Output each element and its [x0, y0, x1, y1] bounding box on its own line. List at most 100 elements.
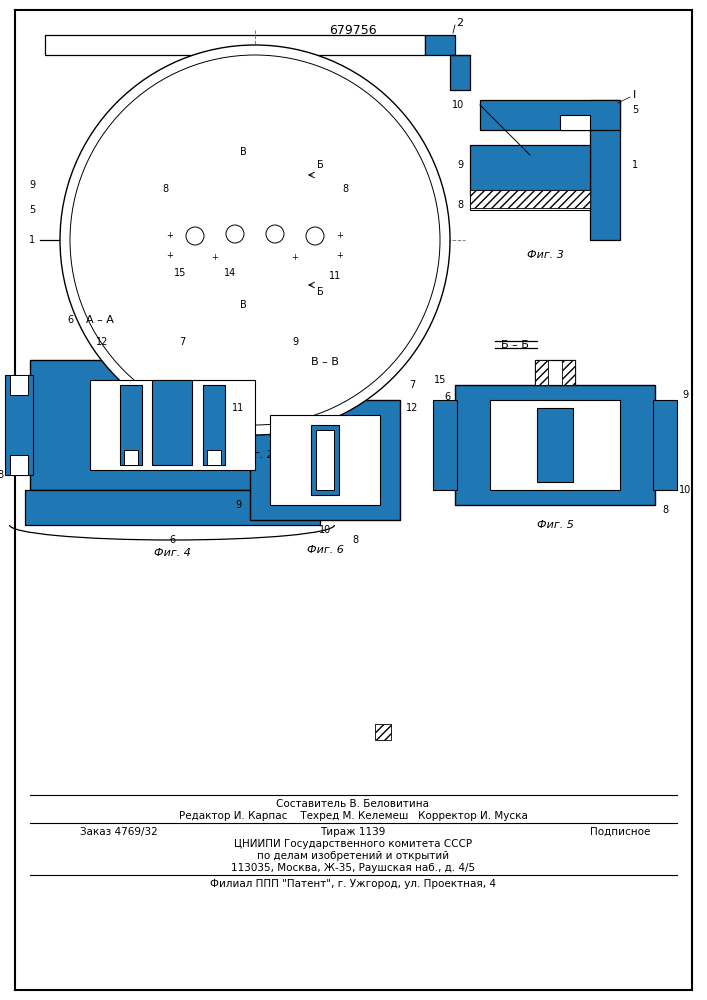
Circle shape	[226, 225, 244, 243]
Bar	[653, 400, 677, 490]
Bar	[316, 430, 334, 490]
Text: 6: 6	[444, 392, 450, 402]
Text: Заказ 4769/32: Заказ 4769/32	[80, 827, 158, 837]
Circle shape	[306, 227, 324, 245]
Text: +: +	[337, 250, 344, 259]
Bar	[470, 145, 590, 195]
Bar	[135, 224, 375, 248]
Text: Б: Б	[317, 287, 323, 297]
Text: Фиг. 4: Фиг. 4	[153, 548, 190, 558]
Bar	[30, 360, 315, 490]
Bar	[535, 360, 575, 385]
Bar	[10, 375, 28, 395]
Bar	[425, 220, 447, 260]
Text: 113035, Москва, Ж-35, Раушская наб., д. 4/5: 113035, Москва, Ж-35, Раушская наб., д. …	[231, 863, 475, 873]
Text: 6: 6	[169, 535, 175, 545]
Text: 12: 12	[96, 337, 108, 347]
Bar	[470, 145, 590, 195]
Text: 679756: 679756	[329, 23, 377, 36]
Bar	[425, 35, 455, 55]
Bar	[115, 253, 135, 269]
Bar	[10, 455, 28, 475]
Text: Б: Б	[317, 160, 323, 170]
Text: 14: 14	[224, 268, 236, 278]
Bar	[5, 375, 33, 475]
Bar	[455, 385, 655, 505]
Bar	[182, 325, 202, 360]
Bar	[470, 190, 590, 210]
Bar	[142, 325, 202, 360]
Bar	[433, 400, 457, 490]
Bar	[120, 385, 142, 465]
Text: 9: 9	[235, 500, 241, 510]
Bar	[25, 490, 320, 525]
Bar	[375, 724, 391, 740]
Text: 15: 15	[174, 268, 186, 278]
Text: 15: 15	[434, 375, 446, 385]
Text: 9: 9	[292, 337, 298, 347]
Bar	[152, 380, 192, 465]
Bar	[124, 450, 138, 465]
Bar	[203, 385, 225, 465]
Text: 9: 9	[682, 390, 688, 400]
Text: по делам изобретений и открытий: по делам изобретений и открытий	[257, 851, 449, 861]
Text: Фиг. 5: Фиг. 5	[537, 520, 573, 530]
Text: Редактор И. Карпас    Техред М. Келемеш   Корректор И. Муска: Редактор И. Карпас Техред М. Келемеш Кор…	[179, 811, 527, 821]
Text: 10: 10	[452, 100, 464, 110]
Circle shape	[266, 225, 284, 243]
Bar	[311, 425, 339, 495]
Text: I: I	[633, 90, 636, 100]
Text: +: +	[291, 253, 298, 262]
Bar	[590, 100, 620, 240]
Bar	[25, 490, 320, 525]
Text: 1: 1	[632, 160, 638, 170]
Text: 10: 10	[0, 370, 1, 380]
Bar	[537, 408, 573, 482]
Bar	[312, 375, 340, 475]
Bar	[311, 425, 339, 495]
Text: +: +	[337, 231, 344, 239]
Bar	[425, 220, 447, 260]
Bar	[45, 35, 425, 55]
Text: 14: 14	[349, 420, 361, 430]
Bar	[535, 360, 548, 385]
Bar	[560, 115, 590, 130]
Bar	[250, 400, 400, 520]
Bar	[480, 100, 620, 130]
Circle shape	[70, 55, 440, 425]
Text: 11: 11	[232, 403, 244, 413]
Text: 1: 1	[29, 235, 35, 245]
Bar	[653, 400, 677, 490]
Text: 10: 10	[319, 525, 331, 535]
Text: В: В	[240, 147, 246, 157]
Text: 8: 8	[662, 505, 668, 515]
Bar	[312, 375, 340, 475]
Text: А – А: А – А	[86, 315, 114, 325]
Bar	[203, 385, 225, 465]
Circle shape	[60, 45, 450, 435]
Text: В – В: В – В	[311, 357, 339, 367]
Text: 8: 8	[352, 535, 358, 545]
Text: +: +	[167, 250, 173, 259]
Bar	[375, 209, 395, 225]
Bar	[5, 375, 33, 475]
Text: 11: 11	[329, 271, 341, 281]
Bar	[455, 385, 655, 505]
Bar	[250, 400, 400, 520]
Bar	[317, 375, 335, 395]
Text: Б – Б: Б – Б	[501, 340, 529, 350]
Bar	[307, 375, 343, 400]
Bar	[90, 380, 255, 470]
Bar	[307, 375, 317, 400]
Bar	[317, 455, 335, 475]
Text: +: +	[211, 253, 218, 262]
Bar	[350, 224, 375, 248]
Bar	[537, 408, 573, 482]
Bar	[135, 224, 160, 248]
Text: 9: 9	[29, 180, 35, 190]
Bar	[425, 35, 455, 55]
Text: 2: 2	[457, 18, 464, 28]
Bar	[270, 415, 380, 505]
Bar	[142, 325, 162, 360]
Text: В: В	[240, 300, 246, 310]
